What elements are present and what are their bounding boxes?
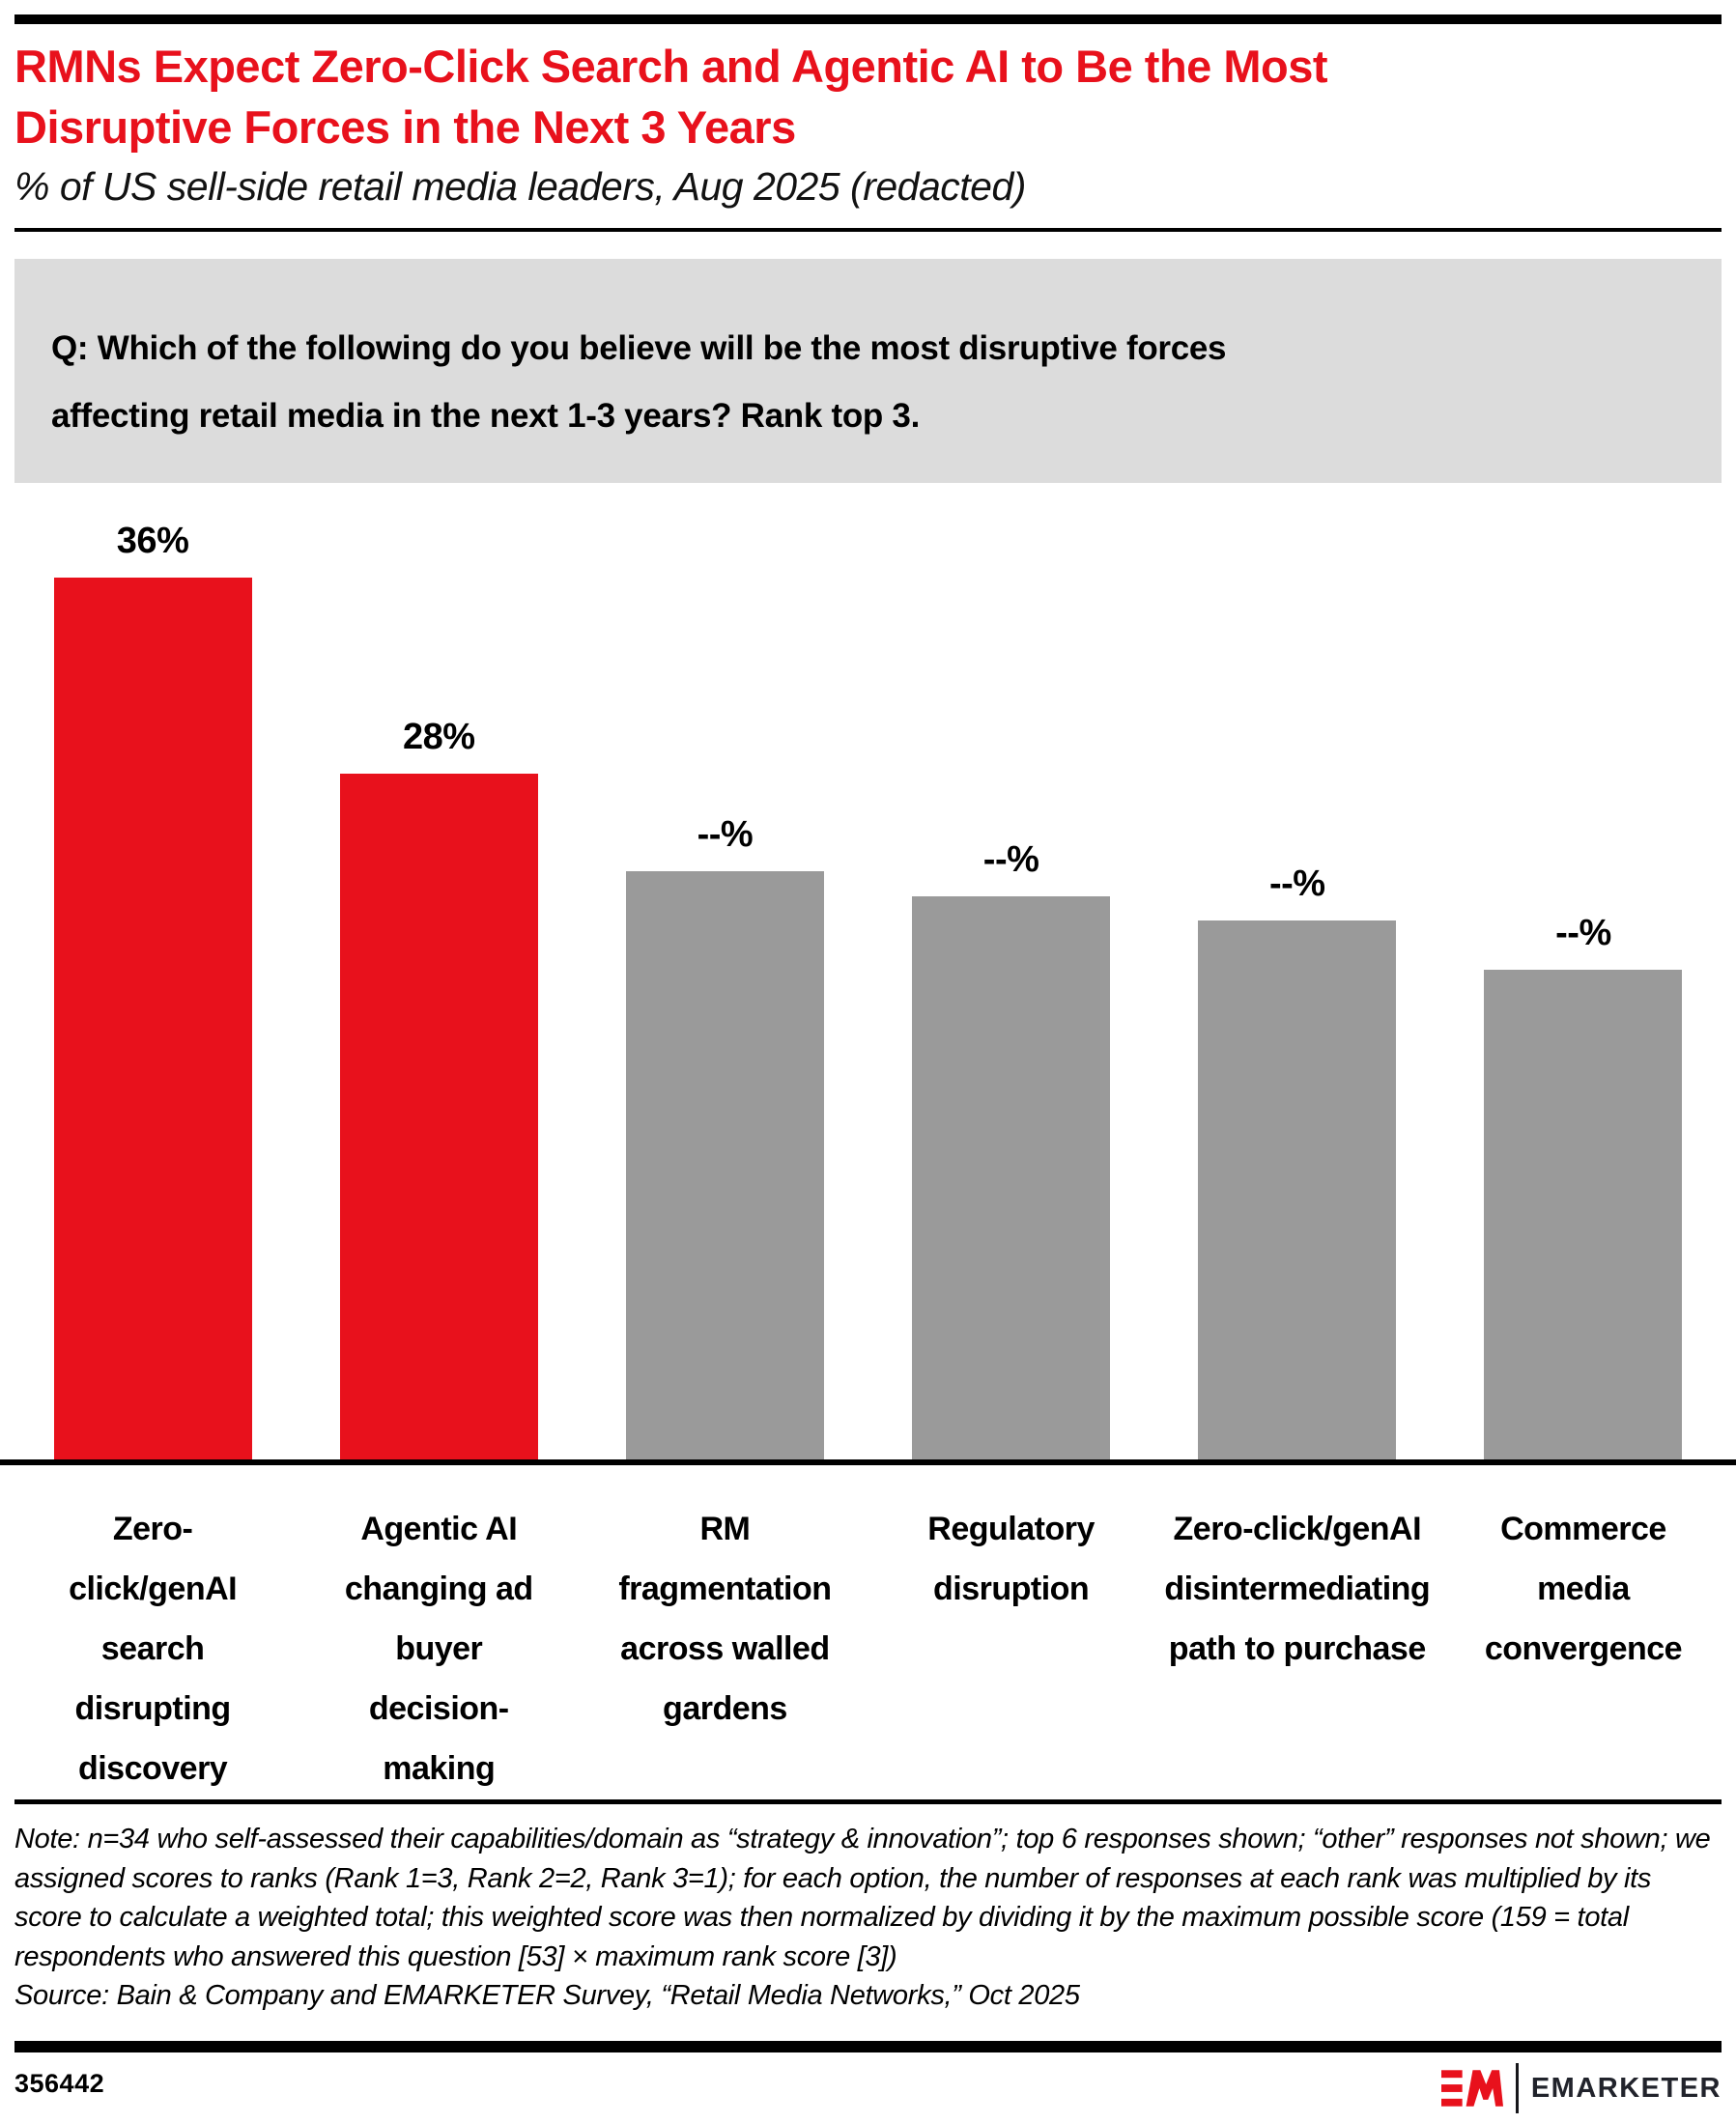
bar-commerce-media [1484,970,1683,1459]
emarketer-logo: EMARKETER [1440,2059,1722,2117]
bar-zero-click-search [53,578,252,1459]
value-label-3: --% [697,814,754,855]
value-label-2: 28% [402,717,475,757]
logo-wordmark: EMARKETER [1530,2072,1722,2104]
em-monogram-icon [1440,2070,1503,2107]
note-divider [14,1799,1722,1804]
bar-column-1: 36% [10,483,296,1459]
bar-regulatory-disruption [912,896,1111,1459]
chart-id: 356442 [14,2069,105,2098]
bar-agentic-ai [339,774,538,1459]
category-label-6: Commerce media convergence [1484,1511,1683,1667]
page-subtitle: % of US sell-side retail media leaders, … [14,164,1026,209]
value-label-4: --% [982,839,1039,880]
bottom-bar [14,2041,1722,2052]
page-title: RMNs Expect Zero-Click Search and Agenti… [14,41,1328,153]
category-labels-row: Zero- click/genAI search disrupting disc… [0,1471,1736,1798]
bar-zero-click-disintermediating [1198,920,1397,1459]
question-text: Q: Which of the following do you believe… [51,329,1227,435]
bar-column-6: --% [1440,483,1726,1459]
source-text: Source: Bain & Company and EMARKETER Sur… [14,1980,1080,2012]
bar-column-5: --% [1154,483,1440,1459]
bar-chart: 36% 28% --% --% --% --% [0,483,1736,1465]
question-box: Q: Which of the following do you believe… [14,259,1722,483]
value-label-1: 36% [116,521,189,561]
bar-column-4: --% [868,483,1154,1459]
top-rule [14,14,1722,24]
value-label-6: --% [1555,913,1611,953]
bar-column-3: --% [582,483,868,1459]
value-label-5: --% [1268,863,1325,904]
bar-rm-fragmentation [625,871,824,1459]
category-label-1: Zero- click/genAI search disrupting disc… [69,1511,238,1787]
category-label-2: Agentic AI changing ad buyer decision- m… [344,1511,533,1787]
bar-column-2: 28% [296,483,582,1459]
category-label-4: Regulatory disruption [927,1511,1095,1607]
note-block: Note: n=34 who self-assessed their capab… [14,1820,1722,2016]
category-label-3: RM fragmentation across walled gardens [618,1511,832,1727]
logo-divider [1515,2063,1519,2113]
category-label-5: Zero-click/genAI disintermediating path … [1164,1511,1431,1667]
note-text: Note: n=34 who self-assessed their capab… [14,1824,1711,1972]
header-divider [14,228,1722,232]
